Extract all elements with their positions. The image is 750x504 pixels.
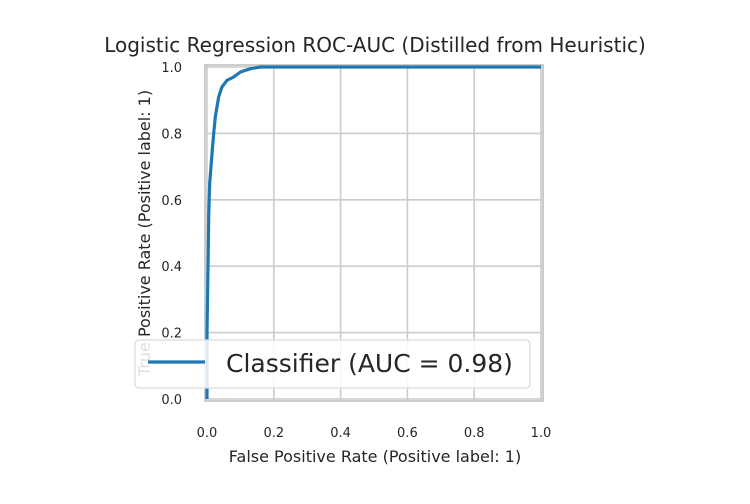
x-tick-label: 0.0 [197,426,218,441]
x-tick-label: 0.6 [397,426,418,441]
roc-curve-line [205,65,541,399]
y-tick-label: 0.6 [161,194,182,209]
y-tick-label: 0.4 [161,260,182,275]
y-tick-label: 1.0 [161,61,182,76]
x-tick-label: 0.2 [263,426,284,441]
legend-box [134,339,531,389]
tick-labels: 0.0 0.2 0.4 0.6 0.8 1.0 0.0 0.2 0.4 0.6 0.8 1.0 [161,61,551,441]
legend-label: Classifier (AUC = 0.98) [226,349,513,378]
legend: Classifier (AUC = 0.98) [134,339,531,389]
chart-title: Logistic Regression ROC-AUC (Distilled f… [104,33,646,57]
y-tick-label: 0.2 [161,327,182,342]
x-tick-label: 1.0 [531,426,552,441]
plot-frame [204,64,544,402]
y-axis-label: True Positive Rate (Positive label: 1) [135,90,154,377]
y-tick-label: 0.8 [161,127,182,142]
x-tick-label: 0.8 [464,426,485,441]
x-axis-label: False Positive Rate (Positive label: 1) [229,447,521,466]
gridlines [205,65,543,401]
y-tick-label: 0.0 [161,393,182,408]
x-tick-label: 0.4 [330,426,351,441]
